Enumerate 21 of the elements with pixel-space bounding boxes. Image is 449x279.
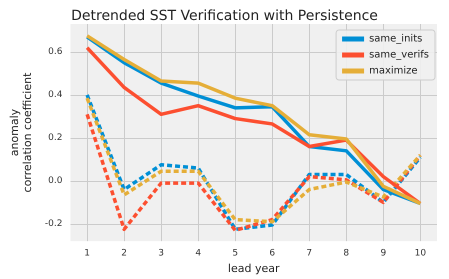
x-tick-label: 9 (380, 248, 386, 259)
legend-label: same_inits (369, 34, 422, 44)
x-tick-label: 4 (195, 248, 202, 259)
x-tick-label: 7 (306, 248, 312, 259)
legend-label: same_verifs (369, 50, 429, 60)
x-tick-label: 5 (232, 248, 238, 259)
x-tick-label: 10 (414, 248, 426, 259)
y-tick-label: 0.4 (48, 90, 63, 100)
x-tick-label: 3 (158, 248, 164, 259)
y-tick-label: -0.2 (44, 218, 62, 229)
chart-title: Detrended SST Verification with Persistence (71, 8, 378, 24)
x-tick-label: 6 (269, 248, 276, 259)
y-tick-label: 0.6 (48, 46, 63, 57)
x-axis-title: lead year (228, 262, 280, 275)
x-tick-label: 1 (84, 248, 90, 259)
y-tick-label: 0.0 (48, 176, 63, 186)
x-tick-label: 8 (343, 248, 350, 259)
y-axis-title: anomaly correlation coefficient (8, 72, 34, 192)
x-tick-label: 2 (121, 248, 128, 259)
y-tick-label: 0.2 (48, 132, 62, 143)
legend-label: maximize (369, 66, 418, 76)
